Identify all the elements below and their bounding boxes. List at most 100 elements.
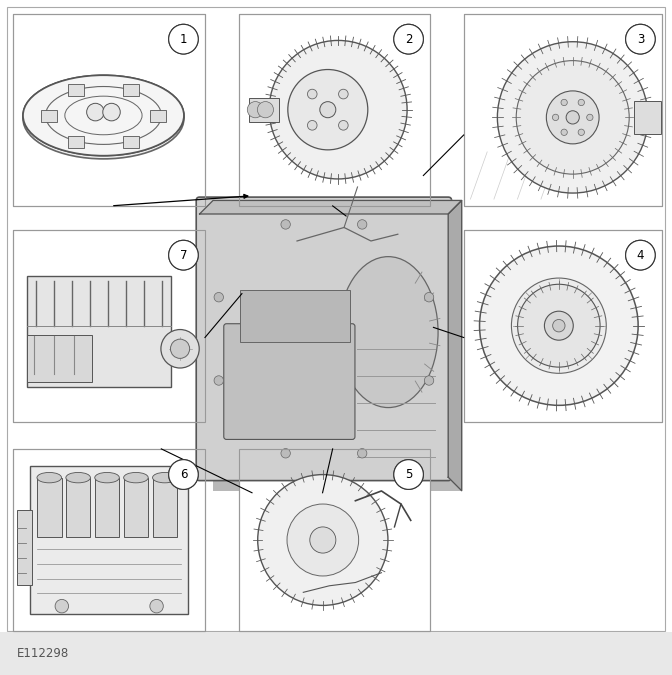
Text: 4: 4 bbox=[636, 248, 644, 262]
FancyBboxPatch shape bbox=[239, 14, 430, 206]
FancyBboxPatch shape bbox=[464, 14, 662, 206]
FancyBboxPatch shape bbox=[150, 110, 166, 122]
FancyBboxPatch shape bbox=[66, 478, 91, 537]
Text: 7: 7 bbox=[179, 248, 187, 262]
Circle shape bbox=[552, 114, 558, 121]
Ellipse shape bbox=[95, 472, 120, 483]
FancyBboxPatch shape bbox=[95, 478, 120, 537]
Circle shape bbox=[281, 219, 290, 229]
Ellipse shape bbox=[66, 472, 91, 483]
FancyBboxPatch shape bbox=[464, 230, 662, 422]
Circle shape bbox=[169, 24, 198, 54]
FancyBboxPatch shape bbox=[196, 197, 452, 481]
Text: 6: 6 bbox=[179, 468, 187, 481]
FancyBboxPatch shape bbox=[239, 449, 430, 631]
Circle shape bbox=[339, 89, 348, 99]
FancyBboxPatch shape bbox=[7, 7, 665, 631]
FancyBboxPatch shape bbox=[634, 101, 661, 134]
Circle shape bbox=[320, 102, 336, 117]
Ellipse shape bbox=[37, 472, 62, 483]
FancyBboxPatch shape bbox=[13, 230, 205, 422]
Circle shape bbox=[214, 376, 224, 385]
Ellipse shape bbox=[124, 472, 149, 483]
Circle shape bbox=[169, 240, 198, 270]
Text: 1: 1 bbox=[179, 32, 187, 46]
FancyBboxPatch shape bbox=[13, 14, 205, 206]
Ellipse shape bbox=[339, 256, 438, 408]
Circle shape bbox=[288, 70, 368, 150]
Text: 5: 5 bbox=[405, 468, 412, 481]
Circle shape bbox=[87, 103, 104, 121]
Circle shape bbox=[516, 61, 629, 174]
Circle shape bbox=[517, 284, 600, 367]
Circle shape bbox=[171, 339, 190, 358]
FancyBboxPatch shape bbox=[240, 290, 350, 342]
Circle shape bbox=[257, 475, 388, 605]
FancyBboxPatch shape bbox=[27, 275, 171, 387]
FancyBboxPatch shape bbox=[124, 478, 149, 537]
Ellipse shape bbox=[153, 472, 177, 483]
Circle shape bbox=[511, 278, 606, 373]
Circle shape bbox=[578, 99, 585, 106]
Circle shape bbox=[358, 449, 367, 458]
Circle shape bbox=[424, 292, 433, 302]
Circle shape bbox=[169, 460, 198, 489]
FancyBboxPatch shape bbox=[123, 84, 139, 96]
Circle shape bbox=[394, 460, 423, 489]
Text: 7: 7 bbox=[179, 248, 187, 262]
Circle shape bbox=[161, 329, 199, 368]
Text: 3: 3 bbox=[637, 32, 644, 46]
FancyBboxPatch shape bbox=[30, 466, 188, 614]
Circle shape bbox=[308, 89, 317, 99]
FancyBboxPatch shape bbox=[213, 214, 462, 491]
Circle shape bbox=[552, 319, 565, 332]
Text: 2: 2 bbox=[405, 32, 413, 46]
Text: 3: 3 bbox=[637, 32, 644, 46]
Circle shape bbox=[578, 129, 585, 136]
Circle shape bbox=[308, 121, 317, 130]
Circle shape bbox=[150, 599, 163, 613]
FancyBboxPatch shape bbox=[41, 110, 57, 122]
Circle shape bbox=[310, 527, 336, 553]
Ellipse shape bbox=[23, 75, 184, 156]
FancyBboxPatch shape bbox=[17, 510, 32, 585]
FancyBboxPatch shape bbox=[153, 478, 177, 537]
Circle shape bbox=[424, 376, 433, 385]
Text: 5: 5 bbox=[405, 468, 412, 481]
Text: E112298: E112298 bbox=[17, 647, 69, 660]
Circle shape bbox=[626, 24, 655, 54]
FancyBboxPatch shape bbox=[123, 136, 139, 148]
Circle shape bbox=[394, 460, 423, 489]
FancyBboxPatch shape bbox=[249, 98, 279, 122]
FancyBboxPatch shape bbox=[68, 136, 84, 148]
FancyBboxPatch shape bbox=[13, 449, 205, 631]
Circle shape bbox=[394, 24, 423, 54]
Circle shape bbox=[269, 40, 407, 179]
Circle shape bbox=[287, 504, 359, 576]
Ellipse shape bbox=[23, 78, 184, 159]
FancyBboxPatch shape bbox=[68, 84, 84, 96]
Circle shape bbox=[544, 311, 573, 340]
FancyBboxPatch shape bbox=[224, 324, 355, 439]
Circle shape bbox=[169, 460, 198, 489]
Text: 2: 2 bbox=[405, 32, 413, 46]
Circle shape bbox=[214, 292, 224, 302]
Polygon shape bbox=[200, 200, 462, 214]
Circle shape bbox=[339, 121, 348, 130]
Circle shape bbox=[394, 24, 423, 54]
Circle shape bbox=[546, 91, 599, 144]
Circle shape bbox=[247, 102, 263, 118]
Circle shape bbox=[55, 599, 69, 613]
Circle shape bbox=[358, 219, 367, 229]
Text: 1: 1 bbox=[179, 32, 187, 46]
Circle shape bbox=[281, 449, 290, 458]
Circle shape bbox=[566, 111, 579, 124]
Circle shape bbox=[561, 99, 567, 106]
Circle shape bbox=[626, 240, 655, 270]
Circle shape bbox=[480, 246, 638, 405]
Text: 4: 4 bbox=[636, 248, 644, 262]
Circle shape bbox=[257, 102, 274, 118]
Circle shape bbox=[497, 42, 648, 193]
FancyBboxPatch shape bbox=[37, 478, 62, 537]
Circle shape bbox=[561, 129, 567, 136]
